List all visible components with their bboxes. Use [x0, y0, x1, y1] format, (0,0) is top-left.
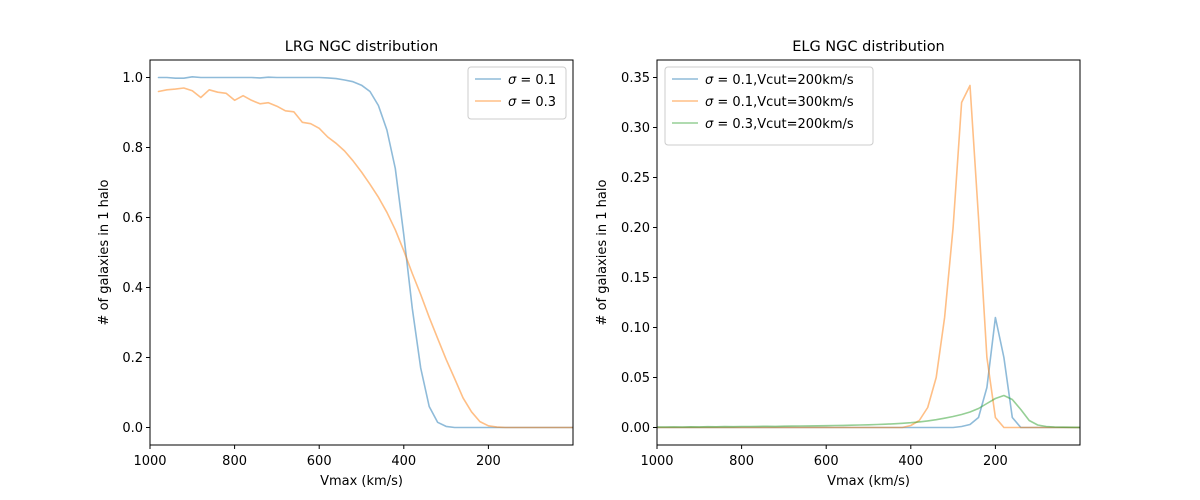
y-tick-label: 0.20: [621, 221, 650, 236]
x-tick-label: 600: [307, 454, 332, 469]
plot-frame: [656, 59, 1081, 446]
x-tick-label: 800: [222, 454, 247, 469]
x-axis-label: Vmax (km/s): [827, 474, 910, 489]
y-tick-label: 0.00: [621, 421, 650, 436]
y-axis-label: # of galaxies in 1 halo: [595, 180, 610, 326]
y-tick-label: 0.6: [122, 211, 143, 226]
y-tick-label: 0.30: [621, 121, 650, 136]
chart-title: LRG NGC distribution: [285, 39, 438, 55]
x-tick-label: 1000: [640, 454, 673, 469]
x-tick-label: 200: [476, 454, 501, 469]
y-tick-label: 0.10: [621, 321, 650, 336]
legend: σ = 0.1,Vcut=200km/s σ = 0.1,Vcut=300km/s…: [664, 66, 874, 146]
y-tick-label: 0.8: [122, 141, 143, 156]
series-line-2: [657, 84, 1080, 429]
x-tick-label: 200: [983, 454, 1008, 469]
y-axis-label: # of galaxies in 1 halo: [97, 180, 112, 326]
chart-panel-1: 1000 800 600 400 200 0.0 0.2 0.4 0.6 0.8 1.0 LRG NG…: [97, 39, 574, 489]
x-axis-label: Vmax (km/s): [320, 474, 403, 489]
legend-box: [664, 66, 874, 146]
series-line-3: [657, 394, 1080, 429]
x-tick-label: 400: [898, 454, 923, 469]
series-line-2: [157, 87, 573, 429]
legend-label: σ = 0.3,Vcut=200km/s: [705, 117, 854, 132]
y-tick-label: 0.35: [621, 71, 650, 86]
x-tick-label: 600: [814, 454, 839, 469]
series-line-1: [657, 316, 1080, 429]
legend-label: σ = 0.1,Vcut=200km/s: [705, 73, 854, 88]
y-tick-label: 0.05: [621, 371, 650, 386]
legend-box: [467, 66, 567, 120]
y-tick-label: 0.0: [122, 421, 143, 436]
y-tick-label: 0.2: [122, 351, 143, 366]
y-tick-label: 0.4: [122, 281, 143, 296]
legend-label: σ = 0.1,Vcut=300km/s: [705, 95, 854, 110]
y-tick-label: 0.25: [621, 171, 650, 186]
x-tick-label: 800: [729, 454, 754, 469]
plot-frame: [149, 59, 574, 446]
y-tick-label: 1.0: [122, 71, 143, 86]
series-line-1: [157, 76, 573, 429]
x-tick-label: 1000: [133, 454, 166, 469]
y-tick-label: 0.15: [621, 271, 650, 286]
legend: σ = 0.1 σ = 0.3: [467, 66, 567, 120]
x-tick-label: 400: [391, 454, 416, 469]
legend-label: σ = 0.1: [508, 73, 556, 88]
chart-panel-2: 1000 800 600 400 200 0.00 0.05 0.10 0.15 0.20 0.25…: [595, 39, 1081, 489]
chart-title: ELG NGC distribution: [792, 39, 945, 55]
legend-label: σ = 0.3: [508, 95, 556, 110]
